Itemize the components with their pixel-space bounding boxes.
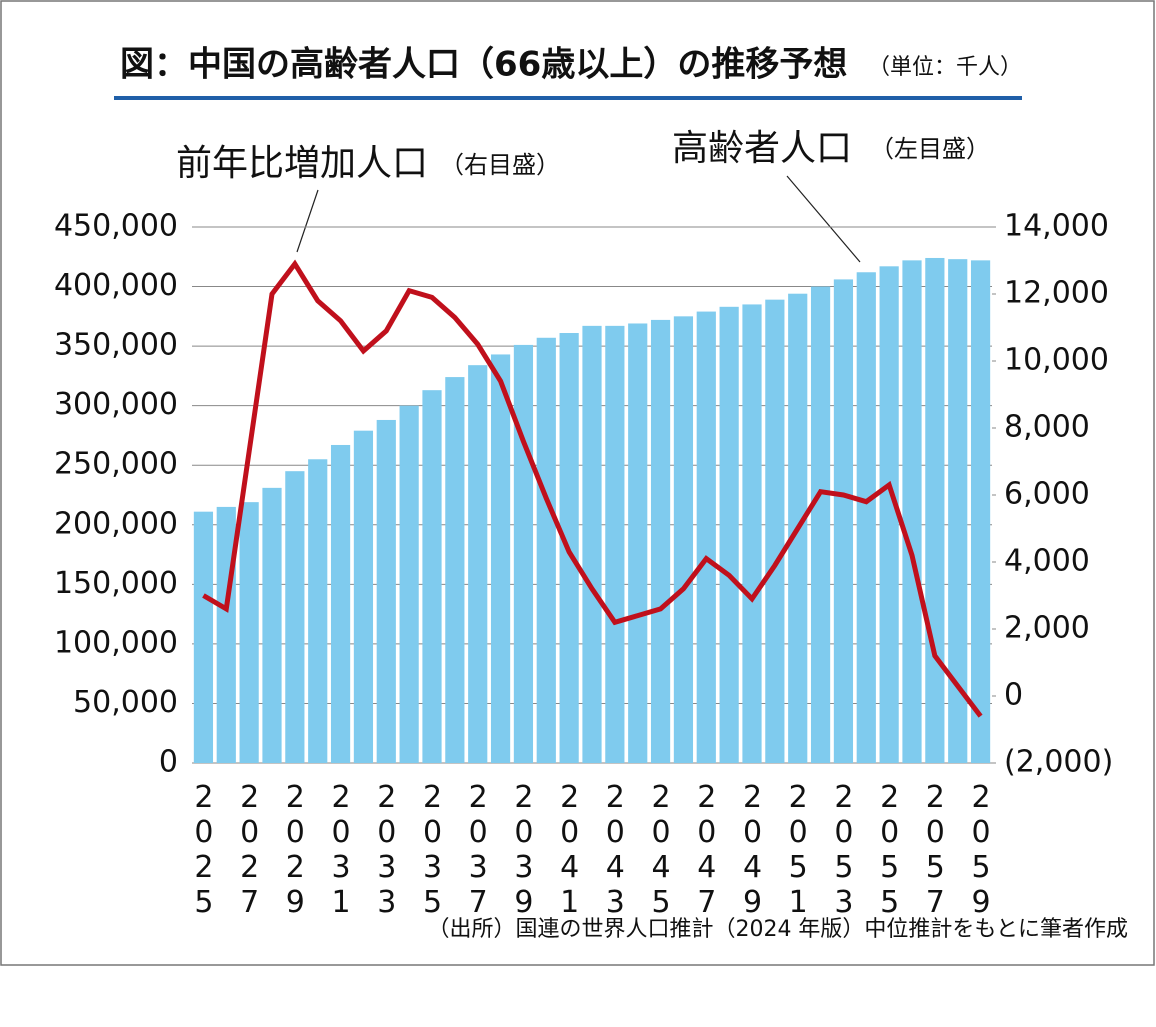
y-tick-label: 450,000	[54, 209, 178, 244]
bar	[810, 286, 831, 763]
bar	[582, 325, 602, 763]
bar	[513, 344, 534, 763]
bar	[445, 377, 465, 763]
bar	[376, 419, 396, 763]
bar	[948, 259, 968, 763]
bar	[262, 487, 282, 763]
annotation: 高齢者人口	[672, 128, 852, 169]
x-tick-label: 2059	[963, 780, 999, 920]
x-tick-label: 2043	[597, 780, 633, 920]
y2-tick-label: 12,000	[1004, 276, 1109, 311]
x-tick-label: 2047	[689, 780, 725, 920]
bar	[673, 316, 694, 763]
y-tick-label: 250,000	[54, 447, 178, 482]
bar	[239, 502, 259, 763]
x-tick-label: 2057	[917, 780, 953, 920]
y-tick-label: 50,000	[73, 685, 178, 720]
bar	[308, 459, 328, 763]
bar	[696, 311, 716, 763]
y2-tick-label: 10,000	[1004, 343, 1109, 378]
y2-tick-label: 0	[1004, 678, 1023, 713]
x-tick-label: 2041	[552, 780, 588, 920]
bar	[650, 319, 671, 763]
bar	[193, 511, 214, 763]
bar	[353, 430, 374, 763]
bar	[765, 299, 785, 763]
x-tick-label: 2055	[872, 780, 908, 920]
annotation-note: （左目盛）	[870, 135, 990, 163]
bar	[970, 260, 991, 763]
bar	[902, 260, 922, 763]
y2-tick-label: 6,000	[1004, 477, 1090, 512]
y-tick-label: 300,000	[54, 387, 178, 422]
frame	[0, 0, 1155, 966]
line	[202, 259, 983, 718]
bar	[879, 266, 899, 763]
y-tick-label: 350,000	[54, 328, 178, 363]
bar	[422, 390, 442, 763]
x-tick-label: 2033	[369, 780, 405, 920]
y2-tick-label: (2,000)	[1004, 745, 1113, 780]
x-tick-label: 2039	[506, 780, 542, 920]
y2-tick-label: 4,000	[1004, 544, 1090, 579]
annotation: 前年比増加人口	[176, 143, 428, 184]
bar	[330, 444, 351, 763]
bar	[399, 405, 419, 763]
x-tick-label: 2053	[826, 780, 862, 920]
x-tick-label: 2045	[643, 780, 679, 920]
leader-line	[786, 175, 861, 263]
y-tick-label: 400,000	[54, 268, 178, 303]
bar	[833, 279, 854, 763]
chart-title: 図：中国の高齢者人口（66歳以上）の推移予想	[120, 45, 847, 85]
bar	[925, 257, 945, 763]
y-tick-label: 150,000	[54, 566, 178, 601]
x-tick-label: 2049	[735, 780, 770, 920]
bar	[742, 304, 762, 763]
bar	[856, 272, 876, 763]
y2-tick-label: 14,000	[1004, 209, 1109, 244]
bar	[536, 337, 556, 763]
x-tick-label: 2025	[186, 780, 222, 920]
bar	[468, 365, 488, 763]
y-tick-label: 200,000	[54, 506, 178, 541]
y-tick-label: 0	[159, 745, 178, 780]
leader-line	[296, 189, 319, 253]
y-tick-label: 100,000	[54, 625, 178, 660]
x-tick-label: 2037	[460, 780, 496, 920]
x-tick-label: 2035	[415, 780, 450, 920]
annotation-note: （右目盛）	[440, 151, 560, 179]
bar	[605, 325, 625, 763]
bar	[490, 354, 511, 763]
x-tick-label: 2051	[780, 780, 816, 920]
unit-note: （単位：千人）	[868, 55, 1022, 80]
x-tick-label: 2031	[323, 780, 359, 920]
y2-tick-label: 2,000	[1004, 611, 1090, 646]
bar	[285, 471, 305, 763]
x-tick-label: 2027	[232, 780, 268, 920]
bar	[628, 323, 648, 763]
bar	[719, 306, 739, 763]
x-tick-label: 2029	[277, 780, 313, 920]
source: （出所）国連の世界人口推計（2024 年版）中位推計をもとに筆者作成	[427, 917, 1128, 942]
y2-tick-label: 8,000	[1004, 410, 1090, 445]
